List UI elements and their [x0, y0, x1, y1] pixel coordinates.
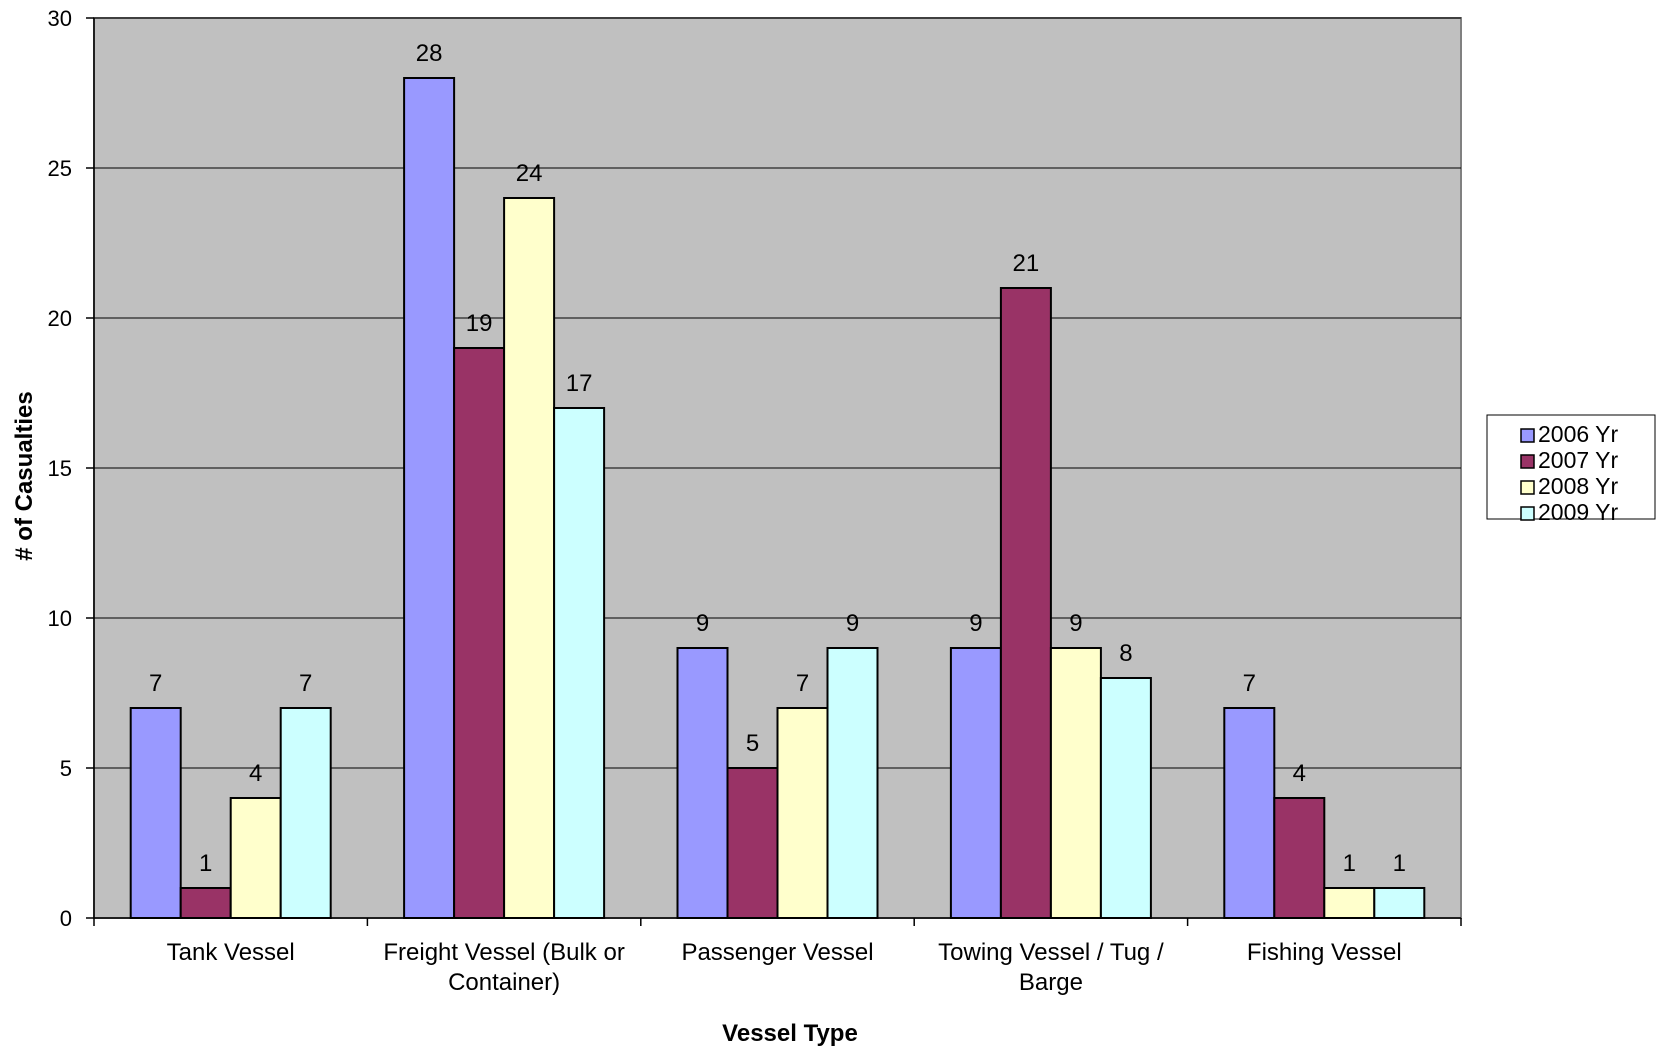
bar: [129, 707, 182, 919]
x-tick-labels: Tank Vessel Freight Vessel (Bulk or Contai…: [167, 939, 1402, 996]
data-label: 7: [299, 670, 312, 697]
data-label: 9: [696, 610, 709, 637]
bar: [1049, 647, 1102, 919]
x-tick-label: Passenger Vessel: [681, 939, 873, 966]
y-tick-labels: 0 5 10 15 20 25 30: [48, 6, 72, 931]
data-label: 7: [796, 670, 809, 697]
bar: [726, 767, 779, 919]
bar: [826, 647, 879, 919]
bar: [403, 77, 456, 919]
legend-label: 2008 Yr: [1538, 473, 1618, 499]
data-label: 1: [1343, 850, 1356, 877]
x-axis-title: Vessel Type: [722, 1020, 858, 1047]
data-label: 4: [1293, 760, 1306, 787]
bars: [129, 77, 1426, 919]
bar: [776, 707, 829, 919]
y-tick-label: 25: [48, 156, 72, 181]
data-label: 9: [1069, 610, 1082, 637]
data-labels: 7 1 4 7 28 19 24 17 9 5 7 9 9 21 9 8 7 4 1 1: [149, 40, 1406, 877]
legend-label: 2007 Yr: [1538, 447, 1618, 473]
y-tick-label: 30: [48, 6, 72, 31]
bar: [229, 797, 282, 919]
legend-box: [1486, 414, 1656, 520]
x-tick-label: Towing Vessel / Tug /: [938, 939, 1164, 966]
legend-label: 2006 Yr: [1538, 421, 1618, 447]
y-tick-label: 5: [60, 756, 72, 781]
x-tick-label: Barge: [1019, 969, 1083, 996]
bar: [453, 347, 506, 919]
bar: [279, 707, 332, 919]
data-label: 9: [846, 610, 859, 637]
bar: [179, 887, 232, 919]
data-label: 1: [1393, 850, 1406, 877]
bar: [1323, 887, 1376, 919]
x-tick-label: Fishing Vessel: [1247, 939, 1402, 966]
data-label: 21: [1013, 250, 1040, 277]
data-label: 8: [1119, 640, 1132, 667]
y-tick-label: 0: [60, 906, 72, 931]
x-tick-label: Freight Vessel (Bulk or: [383, 939, 624, 966]
data-label: 24: [516, 160, 543, 187]
x-tick-label: Tank Vessel: [167, 939, 295, 966]
bar: [999, 287, 1052, 919]
x-tick-label: Container): [448, 969, 560, 996]
data-label: 4: [249, 760, 262, 787]
bar: [503, 197, 556, 919]
y-axis-title: # of Casualties: [11, 391, 38, 560]
axes: [86, 17, 1462, 926]
y-tick-label: 20: [48, 306, 72, 331]
bar: [1373, 887, 1426, 919]
data-label: 5: [746, 730, 759, 757]
bar: [553, 407, 606, 919]
legend-swatch: [1520, 480, 1535, 495]
data-label: 1: [199, 850, 212, 877]
data-label: 7: [1243, 670, 1256, 697]
data-label: 17: [566, 370, 593, 397]
legend-swatch: [1520, 506, 1535, 521]
data-label: 28: [416, 40, 443, 67]
y-tick-label: 10: [48, 606, 72, 631]
bar: [676, 647, 729, 919]
bar: [949, 647, 1002, 919]
bar: [1099, 677, 1152, 919]
data-label: 7: [149, 670, 162, 697]
y-tick-label: 15: [48, 456, 72, 481]
legend-label: 2009 Yr: [1538, 499, 1618, 525]
legend-swatch: [1520, 454, 1535, 469]
bar: [1223, 707, 1276, 919]
legend-swatch: [1520, 428, 1535, 443]
bar: [1273, 797, 1326, 919]
data-label: 19: [466, 310, 493, 337]
data-label: 9: [969, 610, 982, 637]
